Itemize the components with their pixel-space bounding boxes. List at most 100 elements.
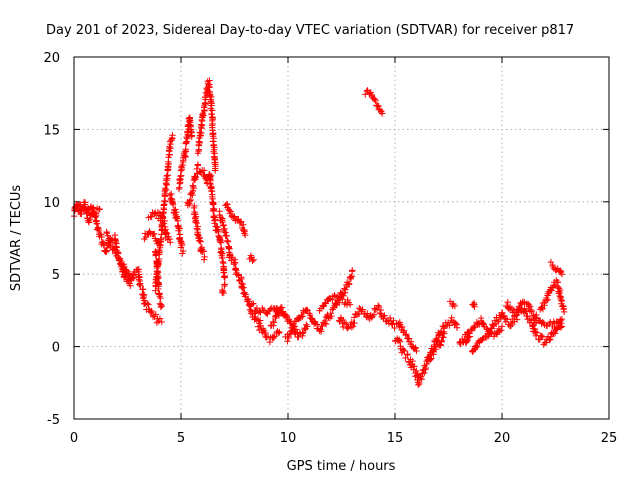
data-point (284, 338, 291, 345)
data-point (413, 347, 420, 355)
data-point (206, 174, 213, 182)
data-point (437, 328, 445, 335)
data-point (558, 323, 566, 330)
data-point (240, 284, 247, 291)
data-point (421, 369, 428, 377)
data-point (146, 308, 154, 315)
data-point (470, 299, 478, 307)
data-point (237, 218, 245, 225)
data-point (250, 300, 257, 307)
data-point (197, 123, 205, 131)
data-point (125, 270, 133, 277)
data-point (186, 200, 193, 208)
plot-frame (73, 56, 610, 420)
data-point (148, 213, 155, 221)
data-point (199, 111, 206, 118)
data-point (223, 200, 230, 208)
data-point (140, 291, 148, 299)
data-point (179, 247, 187, 255)
data-point (528, 317, 535, 324)
data-point (391, 324, 398, 332)
data-point (466, 333, 474, 340)
data-point (232, 265, 239, 272)
data-point (325, 314, 332, 321)
data-point (542, 339, 550, 346)
data-point (223, 232, 230, 240)
data-point (559, 302, 567, 310)
data-point (135, 265, 142, 273)
data-point (190, 184, 197, 192)
data-point (331, 292, 338, 299)
data-point (163, 172, 170, 180)
data-point (242, 231, 249, 239)
data-point (252, 313, 259, 321)
data-point (106, 239, 114, 246)
data-point (483, 324, 490, 332)
data-point (377, 306, 385, 314)
data-point (99, 239, 107, 246)
data-point (113, 249, 120, 256)
data-point (124, 270, 132, 278)
data-point (230, 214, 237, 221)
data-point (371, 96, 378, 103)
data-point (191, 202, 198, 210)
data-point (334, 297, 342, 304)
data-point (198, 116, 206, 124)
data-point (312, 319, 319, 327)
data-point (430, 346, 437, 354)
data-point (168, 195, 175, 202)
data-point (491, 317, 499, 324)
data-point (539, 333, 546, 341)
data-point (378, 110, 386, 117)
data-point (551, 330, 559, 337)
data-point (485, 331, 493, 338)
data-point (511, 312, 518, 319)
x-tick-label: 10 (280, 431, 297, 446)
data-point (220, 289, 227, 297)
data-points (70, 77, 568, 389)
data-point (210, 146, 218, 154)
data-point (321, 320, 329, 327)
data-point (163, 230, 171, 237)
data-point (404, 351, 411, 358)
data-point (95, 206, 103, 213)
data-point (111, 236, 119, 244)
data-point (390, 317, 397, 324)
data-point (399, 346, 407, 354)
x-tick-label: 5 (177, 431, 185, 446)
data-point (117, 255, 124, 263)
data-point (423, 360, 430, 368)
data-point (526, 315, 534, 323)
data-point (192, 174, 200, 181)
y-tick-label: 5 (52, 268, 60, 283)
data-point (344, 325, 351, 332)
data-point (451, 302, 459, 310)
data-point (234, 271, 242, 278)
data-point (504, 298, 511, 306)
data-point (557, 293, 564, 301)
data-point (479, 320, 487, 327)
data-point (186, 119, 194, 126)
data-point (213, 227, 220, 234)
data-point (452, 320, 459, 327)
data-point (448, 314, 455, 322)
data-point (112, 237, 119, 244)
data-point (434, 337, 441, 344)
data-point (479, 336, 486, 343)
data-point (278, 304, 286, 311)
x-axis-label: GPS time / hours (287, 459, 396, 474)
data-point (176, 234, 184, 241)
data-point (226, 245, 233, 253)
data-point (177, 173, 184, 180)
data-point (299, 332, 306, 340)
data-point (470, 322, 478, 330)
data-point (547, 319, 554, 326)
data-point (271, 333, 278, 340)
data-point (276, 328, 283, 336)
data-point (416, 380, 423, 388)
data-point (318, 328, 325, 335)
data-point (210, 142, 217, 149)
data-point (341, 319, 348, 326)
data-point (256, 308, 263, 315)
data-point (297, 314, 304, 322)
